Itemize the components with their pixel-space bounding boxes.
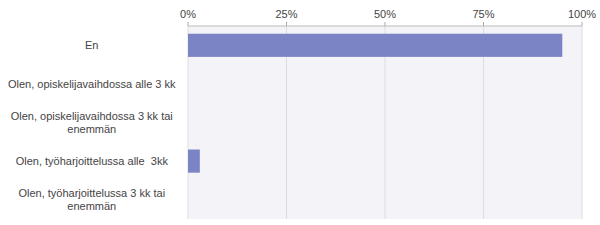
x-grid (188, 26, 582, 219)
category-label: Olen, työharjoittelussa alle 3kk (16, 155, 169, 167)
tick-mark (188, 22, 189, 26)
category-label-line: Olen, työharjoittelussa 3 kk tai (18, 187, 165, 199)
category-label: En (85, 39, 98, 51)
bar (188, 188, 189, 211)
tick-label: 75% (472, 8, 494, 20)
category-label-line: enemmän (67, 200, 116, 212)
y-labels: Olen, työharjoittelussa 3 kk taienemmänO… (8, 39, 176, 212)
bar (188, 72, 189, 95)
tick-mark (582, 22, 583, 26)
category-label-line: Olen, opiskelijavaihdossa alle 3 kk (8, 78, 176, 90)
category-label-line: enemmän (67, 123, 116, 135)
bar (188, 150, 200, 173)
plot-area (188, 26, 582, 219)
x-axis: 0% 25% 50% 75% 100% (180, 8, 596, 26)
tick-label: 50% (374, 8, 396, 20)
bar (188, 34, 562, 57)
tick-label: 100% (568, 8, 596, 20)
category-label: Olen, opiskelijavaihdossa 3 kk taienemmä… (11, 110, 173, 135)
category-label-line: Olen, työharjoittelussa alle 3kk (16, 155, 169, 167)
chart: Olen, työharjoittelussa 3 kk taienemmänO… (0, 0, 600, 225)
tick-mark (286, 22, 287, 26)
grid-line (582, 26, 583, 219)
tick-label: 25% (275, 8, 297, 20)
category-label: Olen, työharjoittelussa 3 kk taienemmän (18, 187, 165, 212)
bars (188, 34, 562, 173)
axis-line (188, 26, 582, 27)
tick-label: 0% (180, 8, 196, 20)
tick-mark (385, 22, 386, 26)
category-label-line: Olen, opiskelijavaihdossa 3 kk tai (11, 110, 173, 122)
bar (188, 111, 189, 134)
category-label-line: En (85, 39, 98, 51)
category-label: Olen, opiskelijavaihdossa alle 3 kk (8, 78, 176, 90)
tick-mark (483, 22, 484, 26)
